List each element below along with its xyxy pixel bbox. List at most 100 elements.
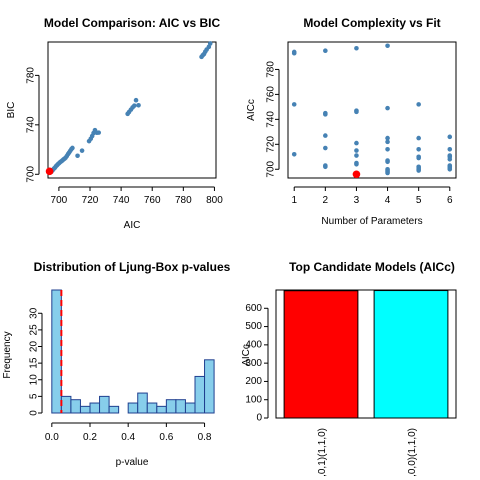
panel2-y-tick-label: 780: [266, 61, 277, 78]
panel2-points: [291, 43, 453, 179]
panel1-xlabel: AIC: [124, 220, 141, 231]
panel2-data-point: [354, 153, 359, 158]
panel3-x-tick-label: 0.4: [121, 432, 135, 443]
panel2-data-point: [291, 102, 297, 107]
panel3-ylabel: Frequency: [2, 331, 13, 378]
panel2-y-tick-label: 720: [266, 136, 277, 153]
panel2-data-point: [385, 105, 390, 111]
panel2-y-tick-label: 700: [266, 160, 277, 177]
panel2-x-tick-label: 3: [354, 195, 360, 206]
panel2-data-point: [385, 43, 390, 49]
panel2-data-point: [354, 161, 359, 167]
panel2-x-tick-label: 4: [385, 195, 391, 206]
panel2-data-point: [354, 148, 359, 153]
panel3-bars: [51, 289, 215, 414]
panel2-data-point: [385, 159, 390, 165]
panel4-title: Top Candidate Models (AICc): [289, 260, 455, 274]
panel3-y-tick-label: 30: [29, 307, 40, 319]
panel1-data-point: [96, 130, 102, 135]
panel3-histogram-bar: [89, 402, 101, 414]
panel1-x-tick-label: 740: [113, 195, 130, 206]
panel2-data-point: [323, 112, 328, 117]
panel3-x-tick-label: 0.2: [83, 432, 97, 443]
panel4-model-bar: [283, 290, 359, 419]
panel2-data-point: [385, 139, 390, 145]
panel1-title: Model Comparison: AIC vs BIC: [44, 16, 221, 30]
panel1-x-tick-label: 700: [51, 195, 68, 206]
panel3-y-tick-label: 5: [29, 393, 40, 399]
panel3-axes: 0.0 0.2 0.4 0.6 0.8 0 5 10 15 20 25 30: [29, 307, 212, 443]
panel2-axes: 1 2 3 4 5 6 700 720 740 760 780: [266, 61, 453, 206]
panel2-data-point: [385, 170, 390, 176]
panel2-data-point: [416, 102, 421, 107]
panel2-xlabel: Number of Parameters: [321, 216, 422, 227]
panel4-y-tick-label: 600: [245, 303, 262, 314]
panel1-data-point: [133, 97, 139, 103]
panel2-data-point: [416, 155, 421, 161]
panel3-histogram-bar: [204, 359, 215, 414]
panel2-plot-frame: [287, 41, 457, 179]
panel3-x-tick-label: 0.6: [159, 432, 173, 443]
panel2-y-tick-label: 760: [266, 86, 277, 103]
panel2-data-point: [291, 50, 297, 56]
panel3-histogram-bar: [108, 405, 120, 414]
panel1-best-model-point: [45, 167, 54, 176]
panel3-y-tick-label: 10: [29, 374, 40, 386]
panel3-histogram-bar: [60, 395, 72, 414]
panel3-histogram-bar: [70, 399, 81, 414]
panel3-y-tick-label: 0: [29, 410, 40, 416]
panel4-y-tick-label: 300: [245, 358, 262, 369]
panel3-histogram-bar: [184, 402, 196, 414]
panel3-histogram-bar: [51, 289, 62, 414]
panel2-x-tick-label: 1: [291, 195, 297, 206]
panel4-axes: ,0,1)(1,1,0) ,0,0)(1,1,0) 0 100 200 300 400 500…: [245, 303, 418, 477]
panel-ljung-box-histogram: Distribution of Ljung-Box p-values p-val…: [2, 260, 231, 468]
panel2-data-point: [291, 151, 297, 157]
panel2-data-point: [354, 45, 359, 51]
panel1-axes: 700 720 740 760 780 800 700 740 780: [26, 67, 224, 206]
panel3-histogram-bar: [165, 399, 177, 414]
panel2-title: Model Complexity vs Fit: [303, 16, 440, 30]
panel4-y-tick-label: 100: [245, 394, 262, 405]
panel2-best-model-point: [352, 170, 361, 179]
panel2-y-tick-label: 740: [266, 111, 277, 128]
panel-aic-vs-bic: Model Comparison: AIC vs BIC AIC BIC 700…: [6, 16, 223, 231]
panel3-histogram-bar: [175, 399, 186, 414]
panel4-ylabel: AICc: [241, 344, 252, 366]
panel2-data-point: [323, 164, 328, 170]
panel2-data-point: [416, 135, 421, 141]
panel4-plot-frame: [275, 289, 457, 419]
panel2-data-point: [354, 109, 359, 115]
panel3-x-tick-label: 0.0: [45, 432, 59, 443]
panel2-data-point: [323, 145, 328, 151]
panel3-histogram-bar: [137, 392, 148, 414]
panel1-x-tick-label: 780: [175, 195, 192, 206]
panel3-y-tick-label: 25: [29, 324, 40, 336]
panel1-x-tick-label: 720: [82, 195, 99, 206]
panel1-y-tick-label: 700: [26, 166, 37, 183]
panel4-y-tick-label: 200: [245, 376, 262, 387]
panel2-data-point: [447, 156, 453, 162]
panel-complexity-vs-fit: Model Complexity vs Fit Number of Parame…: [246, 16, 457, 227]
panel1-data-point: [132, 103, 137, 108]
panel3-title: Distribution of Ljung-Box p-values: [34, 260, 231, 274]
panel1-data-point: [207, 41, 213, 46]
panel4-y-tick-label: 400: [245, 339, 262, 350]
panel4-model-bar: [373, 290, 449, 419]
panel3-histogram-bar: [127, 402, 139, 414]
panel3-xlabel: p-value: [116, 457, 149, 468]
panel1-plot-frame: [47, 41, 217, 179]
panel2-x-tick-label: 6: [447, 195, 453, 206]
panel4-y-tick-label: 0: [256, 413, 262, 424]
panel4-category-label: ,0,1)(1,1,0): [317, 428, 328, 477]
panel3-y-tick-label: 15: [29, 357, 40, 369]
panel2-x-tick-label: 5: [416, 195, 422, 206]
panel2-data-point: [416, 168, 421, 173]
panel2-data-point: [323, 48, 328, 54]
panel1-x-tick-label: 760: [144, 195, 161, 206]
panel3-histogram-bar: [194, 375, 206, 414]
panel1-data-point: [70, 145, 75, 151]
panel-top-candidate-models: Top Candidate Models (AICc) AICc ,0,1)(1…: [241, 260, 457, 477]
panel2-data-point: [447, 166, 453, 172]
